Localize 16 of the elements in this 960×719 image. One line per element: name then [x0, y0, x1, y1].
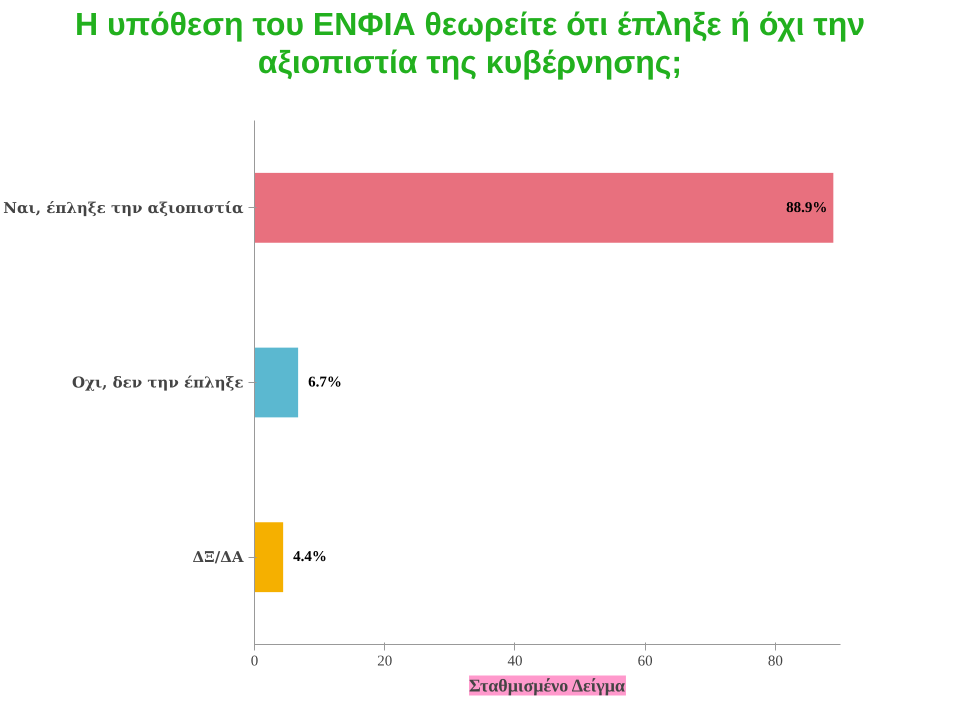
bar — [254, 522, 284, 592]
x-tick-label: 60 — [638, 654, 653, 670]
x-tick-label: 20 — [377, 654, 392, 670]
y-tick-label: Ναι, έπληξε την αξιοπιστία — [3, 198, 244, 217]
text: Σταθμισμένο Δείγμα — [469, 676, 625, 696]
data-label: 4.4% — [293, 549, 327, 566]
bar — [254, 172, 834, 243]
bar — [254, 348, 298, 418]
x-tick-label: 80 — [768, 654, 783, 670]
x-tick-label: 0 — [250, 654, 258, 670]
chart-title: Η υπόθεση του ΕΝΦΙΑ θεωρείτε ότι έπληξε ή όχι την αξιοπιστία της κυβέρνησης; — [74, 5, 866, 82]
y-tick-label: Οχι, δεν την έπληξε — [72, 374, 244, 392]
y-tick-label: ΔΞ/ΔΑ — [192, 548, 244, 566]
data-label: 6.7% — [308, 374, 342, 390]
x-tick-label: 40 — [507, 654, 522, 670]
data-label: 88.9% — [786, 200, 828, 216]
